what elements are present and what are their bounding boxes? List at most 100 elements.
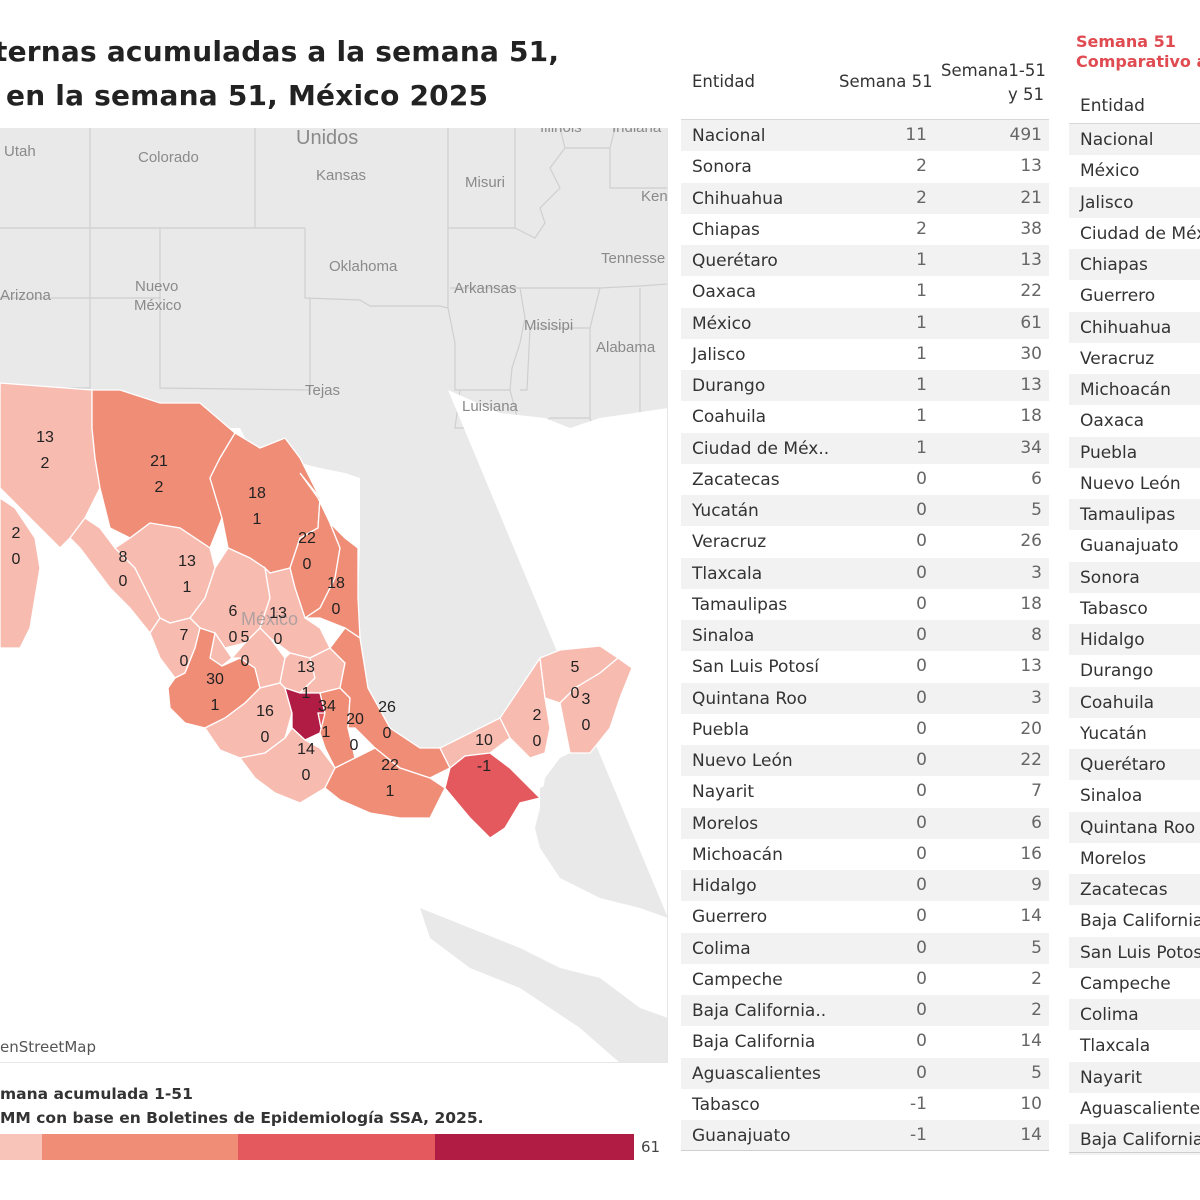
row-semana51: 0 bbox=[916, 687, 927, 708]
table-row[interactable]: Nuevo León bbox=[1069, 468, 1200, 499]
table-row[interactable]: Yucatán bbox=[1069, 718, 1200, 749]
table-row[interactable]: Jalisco 1 30 bbox=[681, 339, 1049, 370]
table-row[interactable]: Guanajuato bbox=[1069, 530, 1200, 561]
table-row[interactable]: Quintana Roo bbox=[1069, 811, 1200, 843]
table-row[interactable]: Colima 0 5 bbox=[681, 932, 1049, 964]
label-colorado: Colorado bbox=[138, 149, 199, 166]
table-row[interactable]: México 1 61 bbox=[681, 307, 1049, 339]
table-row[interactable]: Veracruz bbox=[1069, 343, 1200, 374]
table-row[interactable]: Hidalgo bbox=[1069, 624, 1200, 656]
table-row[interactable]: Nacional 11 491 bbox=[681, 120, 1049, 152]
state-oaxaca[interactable] bbox=[324, 747, 446, 819]
table-row[interactable]: Puebla bbox=[1069, 436, 1200, 468]
table-row[interactable]: Sinaloa 0 8 bbox=[681, 620, 1049, 652]
state-quintana-roo[interactable] bbox=[559, 657, 633, 754]
table-row[interactable]: Michoacán bbox=[1069, 374, 1200, 406]
map-canvas[interactable]: Utah Colorado Unidos Kansas Misuri Ken O… bbox=[0, 128, 668, 1063]
value-guerrero-w51: 0 bbox=[302, 767, 311, 784]
row-acumulado: 18 bbox=[1020, 593, 1042, 614]
row-semana51: 11 bbox=[905, 125, 927, 145]
table-row[interactable]: Chiapas 2 38 bbox=[681, 214, 1049, 245]
table-row[interactable]: Baja California.. 0 2 bbox=[681, 995, 1049, 1027]
row-entidad: Morelos bbox=[692, 813, 759, 834]
table-row[interactable]: Baja California bbox=[1069, 905, 1200, 936]
table-row[interactable]: Morelos bbox=[1069, 843, 1200, 874]
table-row[interactable]: Tlaxcala 0 3 bbox=[681, 557, 1049, 589]
table-row[interactable]: Yucatán 0 5 bbox=[681, 495, 1049, 527]
table-row[interactable]: Chiapas bbox=[1069, 249, 1200, 281]
table-row[interactable]: Sonora bbox=[1069, 561, 1200, 593]
table-row[interactable]: Sonora 2 13 bbox=[681, 151, 1049, 182]
table-row[interactable]: Baja California bbox=[1069, 1124, 1200, 1156]
table-row[interactable]: Oaxaca 1 22 bbox=[681, 276, 1049, 307]
value-bcs-w51: 0 bbox=[12, 551, 21, 568]
table-row[interactable]: Guerrero bbox=[1069, 280, 1200, 311]
table-row[interactable]: Ciudad de Méx.. 1 34 bbox=[681, 432, 1049, 464]
state-baja-california-sur[interactable] bbox=[0, 497, 41, 649]
table-row[interactable]: Durango bbox=[1069, 655, 1200, 686]
header-semana51[interactable]: Semana 51 bbox=[839, 72, 933, 91]
state-chiapas[interactable] bbox=[444, 752, 542, 839]
table-row[interactable]: Oaxaca bbox=[1069, 405, 1200, 436]
table-row[interactable]: Colima bbox=[1069, 999, 1200, 1031]
row-entidad: Campeche bbox=[692, 969, 783, 990]
table-row[interactable]: Aguascalientes 0 5 bbox=[681, 1057, 1049, 1089]
mexico-states[interactable] bbox=[0, 382, 633, 839]
table-row[interactable]: Puebla 0 20 bbox=[681, 714, 1049, 745]
header-acum-line1[interactable]: Semana1-51 bbox=[941, 61, 1046, 80]
row-semana51: 0 bbox=[916, 718, 927, 739]
table-row[interactable]: San Luis Potosí bbox=[1069, 936, 1200, 968]
table-row[interactable]: Durango 1 13 bbox=[681, 370, 1049, 402]
table-row[interactable]: Baja California 0 14 bbox=[681, 1026, 1049, 1057]
table-row[interactable]: San Luis Potosí 0 13 bbox=[681, 651, 1049, 682]
table-row[interactable]: Nuevo León 0 22 bbox=[681, 745, 1049, 777]
table-row[interactable]: Tabasco bbox=[1069, 593, 1200, 624]
row-entidad: Chihuahua bbox=[692, 188, 784, 209]
choropleth-map[interactable]: Utah Colorado Unidos Kansas Misuri Ken O… bbox=[0, 128, 668, 1063]
table-row[interactable]: Zacatecas 0 6 bbox=[681, 464, 1049, 495]
table-row[interactable]: Coahuila 1 18 bbox=[681, 401, 1049, 432]
table-row[interactable]: Nacional bbox=[1069, 124, 1200, 156]
table-row[interactable]: Sinaloa bbox=[1069, 780, 1200, 811]
row-semana51: 1 bbox=[916, 437, 927, 458]
table-row[interactable]: Aguascalientes bbox=[1069, 1093, 1200, 1124]
table-row[interactable]: Nayarit bbox=[1069, 1061, 1200, 1093]
table-row[interactable]: Ciudad de Méx.. bbox=[1069, 218, 1200, 249]
value-tamaulipas-w51: 0 bbox=[332, 601, 341, 618]
title-line-1: ternas acumuladas a la semana 51, bbox=[0, 35, 560, 68]
table-row[interactable]: Chihuahua bbox=[1069, 311, 1200, 343]
table-row[interactable]: Nayarit 0 7 bbox=[681, 776, 1049, 807]
table-row[interactable]: Chihuahua 2 21 bbox=[681, 182, 1049, 214]
table-row[interactable]: Coahuila bbox=[1069, 686, 1200, 718]
table-row[interactable]: Jalisco bbox=[1069, 186, 1200, 218]
comparison-header-entidad[interactable]: Entidad bbox=[1069, 92, 1200, 124]
table-row[interactable]: Campeche bbox=[1069, 968, 1200, 999]
table-row[interactable]: Tamaulipas bbox=[1069, 499, 1200, 531]
table-row[interactable]: Michoacán 0 16 bbox=[681, 839, 1049, 870]
table-row[interactable]: Guanajuato -1 14 bbox=[681, 1120, 1049, 1152]
table-row[interactable]: Tamaulipas 0 18 bbox=[681, 589, 1049, 620]
state-guerrero[interactable] bbox=[238, 727, 336, 804]
pacific-water bbox=[0, 548, 400, 1062]
row-acumulado: 6 bbox=[1031, 468, 1042, 489]
header-entidad[interactable]: Entidad bbox=[692, 72, 755, 91]
state-tamaulipas[interactable] bbox=[302, 522, 361, 640]
table-row[interactable]: Zacatecas bbox=[1069, 874, 1200, 906]
row-acumulado: 34 bbox=[1020, 437, 1042, 458]
table-row[interactable]: Hidalgo 0 9 bbox=[681, 870, 1049, 902]
table-row[interactable]: Tabasco -1 10 bbox=[681, 1089, 1049, 1120]
table-row[interactable]: Tlaxcala bbox=[1069, 1030, 1200, 1061]
row-entidad: Jalisco bbox=[692, 344, 746, 365]
table-row[interactable]: Veracruz 0 26 bbox=[681, 526, 1049, 557]
table-row[interactable]: Campeche 0 2 bbox=[681, 964, 1049, 995]
table-row[interactable]: Guerrero 0 14 bbox=[681, 901, 1049, 932]
table-row[interactable]: Quintana Roo 0 3 bbox=[681, 682, 1049, 714]
label-arkansas: Arkansas bbox=[454, 280, 517, 297]
table-row[interactable]: Morelos 0 6 bbox=[681, 807, 1049, 839]
state-campeche[interactable] bbox=[499, 656, 551, 759]
table-row[interactable]: Querétaro bbox=[1069, 749, 1200, 781]
row-acumulado: 16 bbox=[1020, 843, 1042, 864]
table-row[interactable]: Querétaro 1 13 bbox=[681, 245, 1049, 277]
table-row[interactable]: México bbox=[1069, 155, 1200, 186]
map-attribution[interactable]: enStreetMap bbox=[0, 1037, 100, 1059]
